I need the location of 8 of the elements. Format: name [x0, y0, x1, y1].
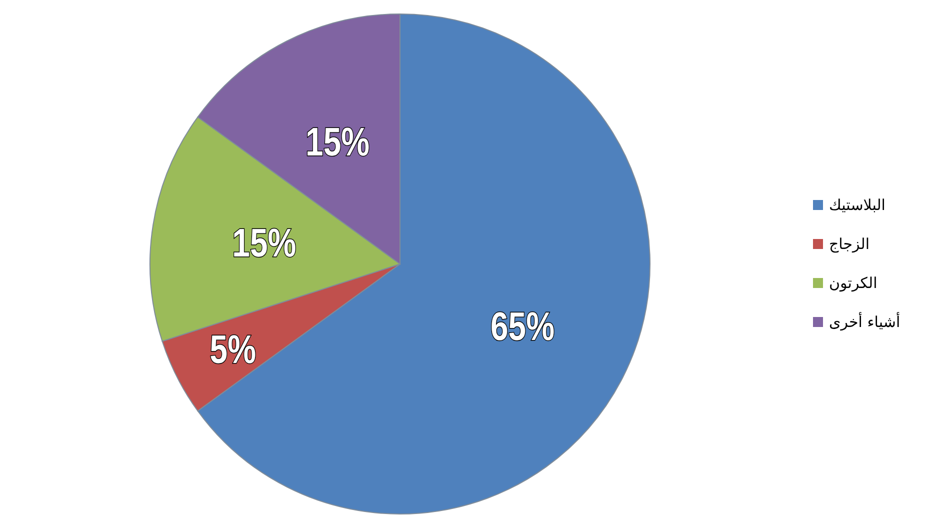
legend-label: البلاستيك [829, 196, 886, 214]
data-label: 5% [210, 326, 256, 372]
legend-label: أشياء أخرى [829, 312, 900, 331]
data-label: 15% [232, 220, 296, 266]
legend-label: الزجاج [829, 235, 870, 253]
data-label: 65% [490, 304, 555, 350]
legend-label: الكرتون [829, 274, 878, 292]
data-label: 15% [306, 118, 370, 164]
